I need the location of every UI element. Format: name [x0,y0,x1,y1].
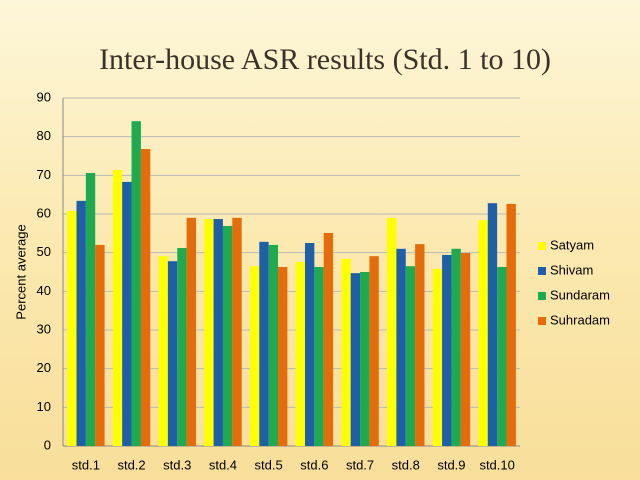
bar [177,248,187,446]
y-tick-label: 40 [37,283,51,298]
bar [112,169,123,447]
y-tick-label: 0 [44,437,51,452]
y-tick-label: 30 [37,321,51,336]
bar [278,266,288,446]
bar [158,256,168,446]
bar [451,248,461,446]
x-tick-label: std.6 [300,457,328,472]
bar [341,258,351,446]
bar [295,261,305,446]
legend-swatch [538,292,546,300]
bar [85,173,96,446]
bar [497,266,507,446]
bar [213,219,223,446]
x-tick-label: std.10 [479,457,514,472]
bar [131,121,141,446]
bar [76,200,86,446]
bar [268,244,279,446]
bar [122,181,132,446]
chart-title: Inter-house ASR results (Std. 1 to 10) [99,43,551,76]
bar [360,272,370,446]
bar [222,225,233,446]
x-tick-label: std.4 [209,457,237,472]
bar [167,261,178,446]
bar [387,217,397,446]
x-tick-label: std.2 [117,457,145,472]
bar [304,243,315,446]
y-axis-label: Percent average [13,224,28,319]
legend-label: Suhradam [550,312,610,327]
y-tick-label: 70 [37,167,51,182]
legend-label: Shivam [550,262,593,277]
bar [487,203,498,446]
x-tick-label: std.8 [392,457,420,472]
bar [95,244,105,446]
y-tick-label: 50 [37,244,51,259]
bar [323,232,334,446]
bar [369,256,379,446]
x-tick-label: std.9 [437,457,465,472]
y-tick-label: 20 [37,360,51,375]
bar [396,248,406,446]
bar [204,219,214,446]
bar [249,266,260,446]
legend-swatch [538,267,546,275]
bar [432,268,443,446]
bar [350,273,361,446]
bar [506,203,516,446]
bar [140,149,151,447]
y-tick-label: 90 [37,89,51,104]
y-tick-label: 10 [37,399,51,414]
y-tick-label: 60 [37,205,51,220]
bar [186,217,196,446]
legend-swatch [538,317,546,325]
bar [405,266,416,446]
bar [259,241,269,446]
bar [415,244,425,446]
x-tick-label: std.1 [72,457,100,472]
bar [442,254,452,446]
bar [67,210,77,446]
bar [314,266,324,446]
legend-label: Sundaram [550,287,610,302]
bar [232,217,242,446]
x-tick-label: std.7 [346,457,374,472]
legend-label: Satyam [550,237,594,252]
bar [478,220,488,446]
x-tick-label: std.3 [163,457,191,472]
bar [460,253,471,446]
y-tick-label: 80 [37,128,51,143]
x-tick-label: std.5 [255,457,283,472]
legend-swatch [538,242,546,250]
